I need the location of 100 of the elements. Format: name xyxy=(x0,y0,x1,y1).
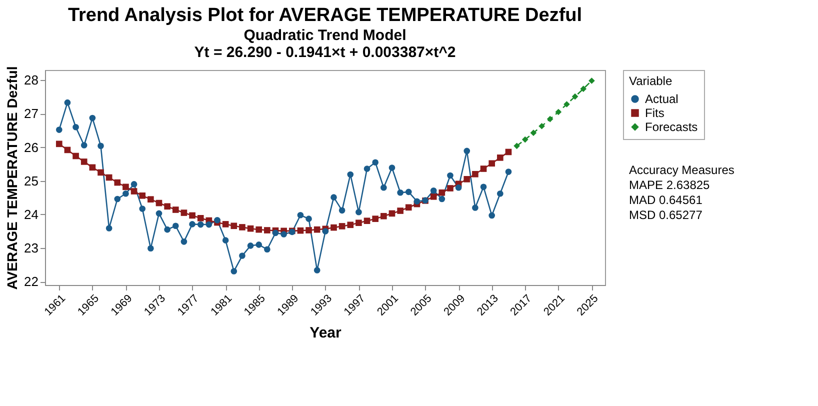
point xyxy=(164,203,170,210)
point xyxy=(347,222,354,228)
point xyxy=(580,86,587,92)
chart-title: Trend Analysis Plot for AVERAGE TEMPERATURE Dezful xyxy=(68,4,582,26)
point xyxy=(180,238,188,245)
point xyxy=(64,99,71,106)
point xyxy=(139,192,146,199)
point xyxy=(64,146,71,154)
text: MSD 0.65277 xyxy=(629,208,703,222)
point xyxy=(148,245,154,252)
point xyxy=(256,242,262,248)
point xyxy=(438,196,446,202)
point xyxy=(514,142,520,150)
point xyxy=(488,160,495,167)
point xyxy=(297,227,304,234)
y-tick-label: 23 xyxy=(24,240,38,256)
point xyxy=(314,267,320,274)
chart-subtitle: Quadratic Trend Model Yt = 26.290 - 0.1941×t + 0.003387×t^2 xyxy=(194,26,456,61)
point xyxy=(438,189,446,196)
point xyxy=(272,230,279,236)
y-tick-label: 22 xyxy=(24,274,38,290)
point xyxy=(189,212,196,219)
point xyxy=(197,214,204,222)
point xyxy=(114,179,121,186)
point xyxy=(505,168,512,175)
y-tick-label: 25 xyxy=(24,173,38,188)
y-tick-label: 26 xyxy=(24,140,38,155)
point xyxy=(239,224,246,230)
point xyxy=(455,184,462,191)
point xyxy=(364,166,370,172)
point xyxy=(397,208,404,214)
point xyxy=(164,226,170,233)
point xyxy=(472,170,478,178)
legend-label: Fits xyxy=(645,106,664,120)
point xyxy=(480,166,487,172)
point xyxy=(447,172,454,179)
point xyxy=(80,142,88,148)
point xyxy=(430,193,437,200)
point xyxy=(247,242,254,249)
point xyxy=(98,142,104,150)
point xyxy=(314,226,320,233)
point xyxy=(130,188,138,194)
point xyxy=(139,206,146,212)
point xyxy=(56,126,62,133)
point xyxy=(546,116,554,122)
point xyxy=(405,188,412,196)
point xyxy=(538,122,545,130)
point xyxy=(98,169,104,176)
point xyxy=(80,158,88,165)
text: Accuracy Measures xyxy=(629,163,734,177)
legend-label: Actual xyxy=(645,92,678,106)
point xyxy=(380,184,387,191)
y-axis-title: AVERAGE TEMPERATURE Dezful xyxy=(4,66,20,290)
point xyxy=(372,216,379,222)
point xyxy=(522,136,528,143)
point xyxy=(414,198,420,205)
point xyxy=(447,185,454,192)
point xyxy=(256,226,262,233)
point xyxy=(472,204,478,211)
point xyxy=(56,140,62,148)
legend-title: Variable xyxy=(629,74,672,88)
point xyxy=(356,208,362,216)
point xyxy=(280,231,287,238)
point xyxy=(72,124,79,130)
point xyxy=(505,148,512,156)
point xyxy=(230,222,238,230)
point xyxy=(89,114,96,122)
y-tick-label: 28 xyxy=(24,72,38,88)
point xyxy=(564,101,570,108)
x-axis-title: Year xyxy=(310,324,342,342)
point xyxy=(496,154,504,161)
point xyxy=(347,171,354,178)
y-tick-label: 24 xyxy=(24,206,38,222)
point xyxy=(172,206,179,213)
point xyxy=(388,210,396,217)
point xyxy=(214,217,220,224)
point xyxy=(430,187,437,194)
point xyxy=(306,227,312,234)
point xyxy=(189,221,196,228)
legend-label: Forecasts xyxy=(645,120,698,134)
point xyxy=(148,196,154,202)
point xyxy=(297,212,304,218)
point xyxy=(388,164,396,171)
point xyxy=(330,224,337,231)
point xyxy=(230,268,238,274)
point xyxy=(156,200,162,206)
point xyxy=(264,227,270,234)
point xyxy=(156,210,162,217)
text: MAPE 2.63825 xyxy=(629,178,710,192)
point xyxy=(397,189,404,196)
point xyxy=(306,216,312,222)
point xyxy=(180,210,188,216)
point xyxy=(106,174,112,181)
point xyxy=(380,212,387,220)
point xyxy=(72,152,79,160)
point xyxy=(197,221,204,228)
point xyxy=(405,204,412,211)
point xyxy=(364,218,370,224)
point xyxy=(338,223,346,230)
point xyxy=(122,184,129,190)
